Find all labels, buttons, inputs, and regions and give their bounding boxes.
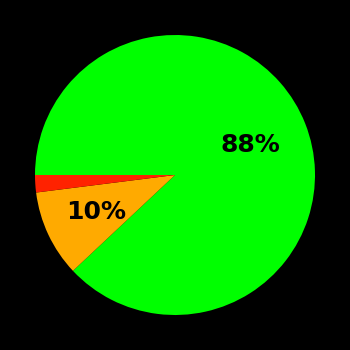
Wedge shape (35, 35, 315, 315)
Wedge shape (36, 175, 175, 271)
Text: 10%: 10% (66, 200, 126, 224)
Text: 88%: 88% (220, 133, 280, 157)
Wedge shape (35, 175, 175, 192)
